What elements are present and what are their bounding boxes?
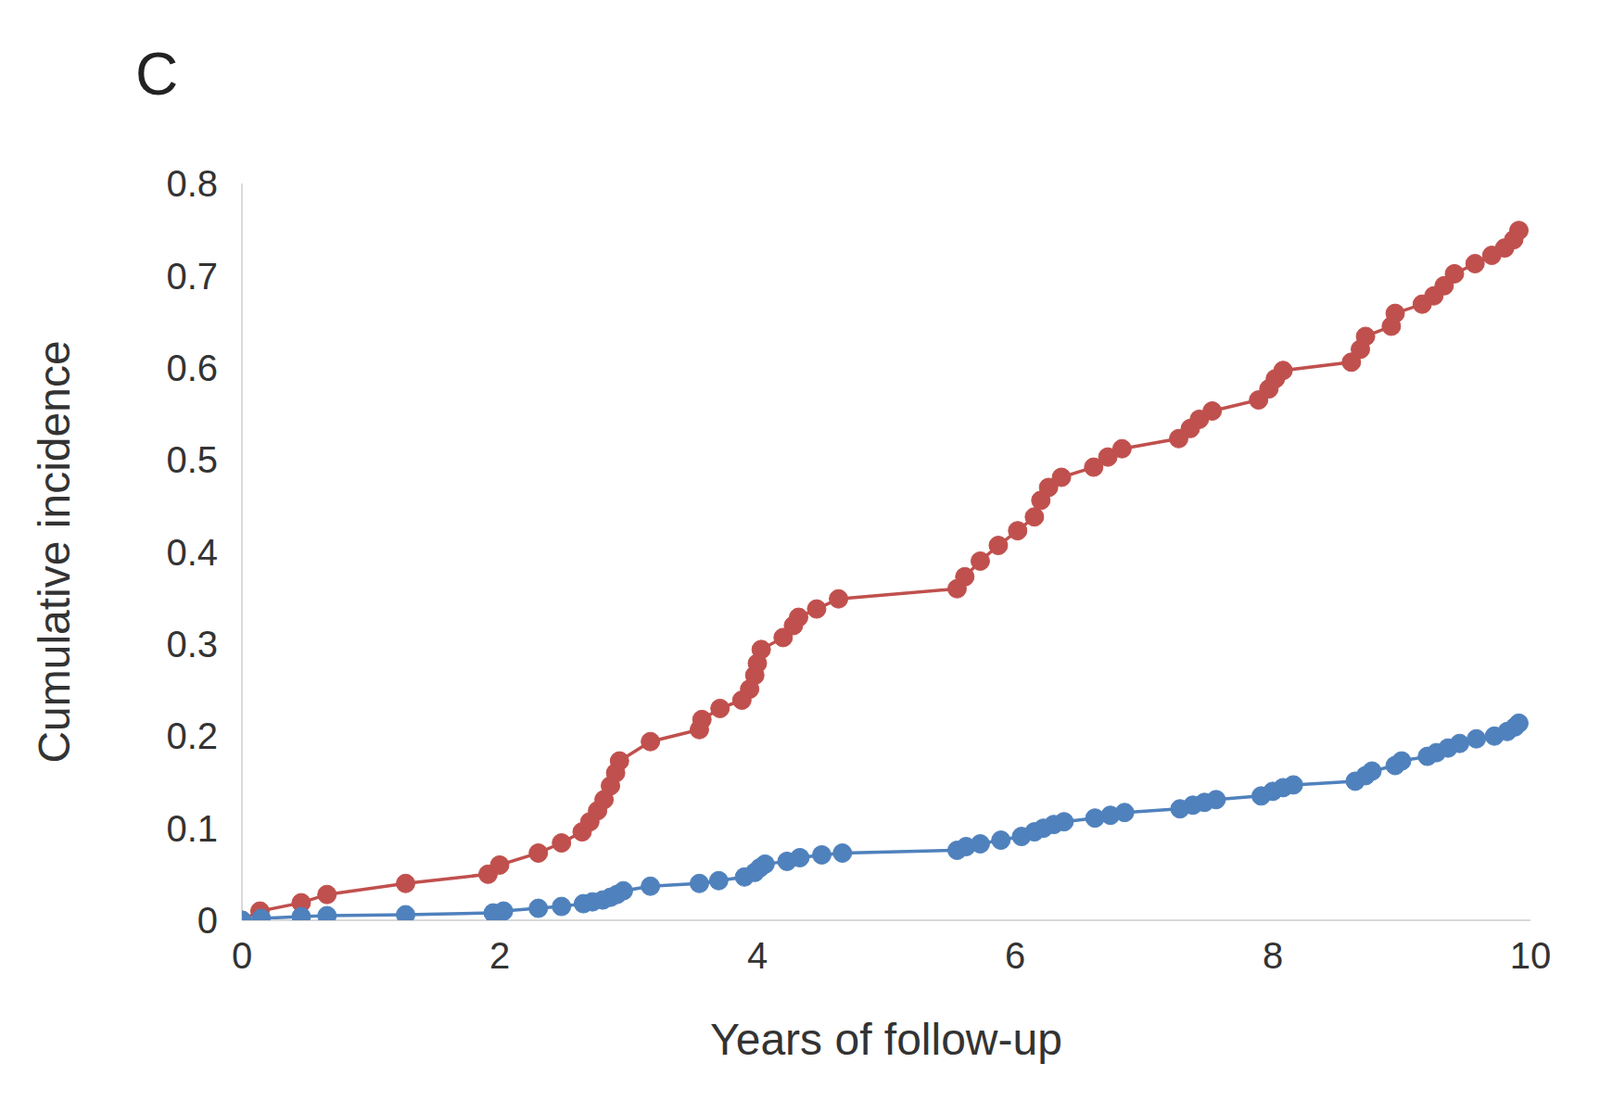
svg-text:4: 4 [747,935,768,977]
svg-text:10: 10 [1510,935,1552,977]
svg-text:0.7: 0.7 [165,255,218,297]
svg-text:8: 8 [1262,935,1283,977]
svg-text:0: 0 [231,935,253,977]
svg-text:Cumulative incidence: Cumulative incidence [29,340,79,763]
svg-text:0.6: 0.6 [165,347,218,389]
svg-text:0: 0 [197,900,218,941]
svg-text:0.8: 0.8 [165,163,218,204]
svg-text:0.4: 0.4 [165,532,218,573]
svg-text:6: 6 [1004,935,1026,977]
svg-text:0.1: 0.1 [165,808,218,850]
svg-text:2: 2 [489,935,510,977]
svg-text:0.2: 0.2 [165,715,218,757]
html-text:C: C [135,40,179,108]
svg-text:0.3: 0.3 [165,623,218,665]
svg-text:0.5: 0.5 [165,439,218,481]
svg-text:Years of follow-up: Years of follow-up [710,1015,1063,1065]
